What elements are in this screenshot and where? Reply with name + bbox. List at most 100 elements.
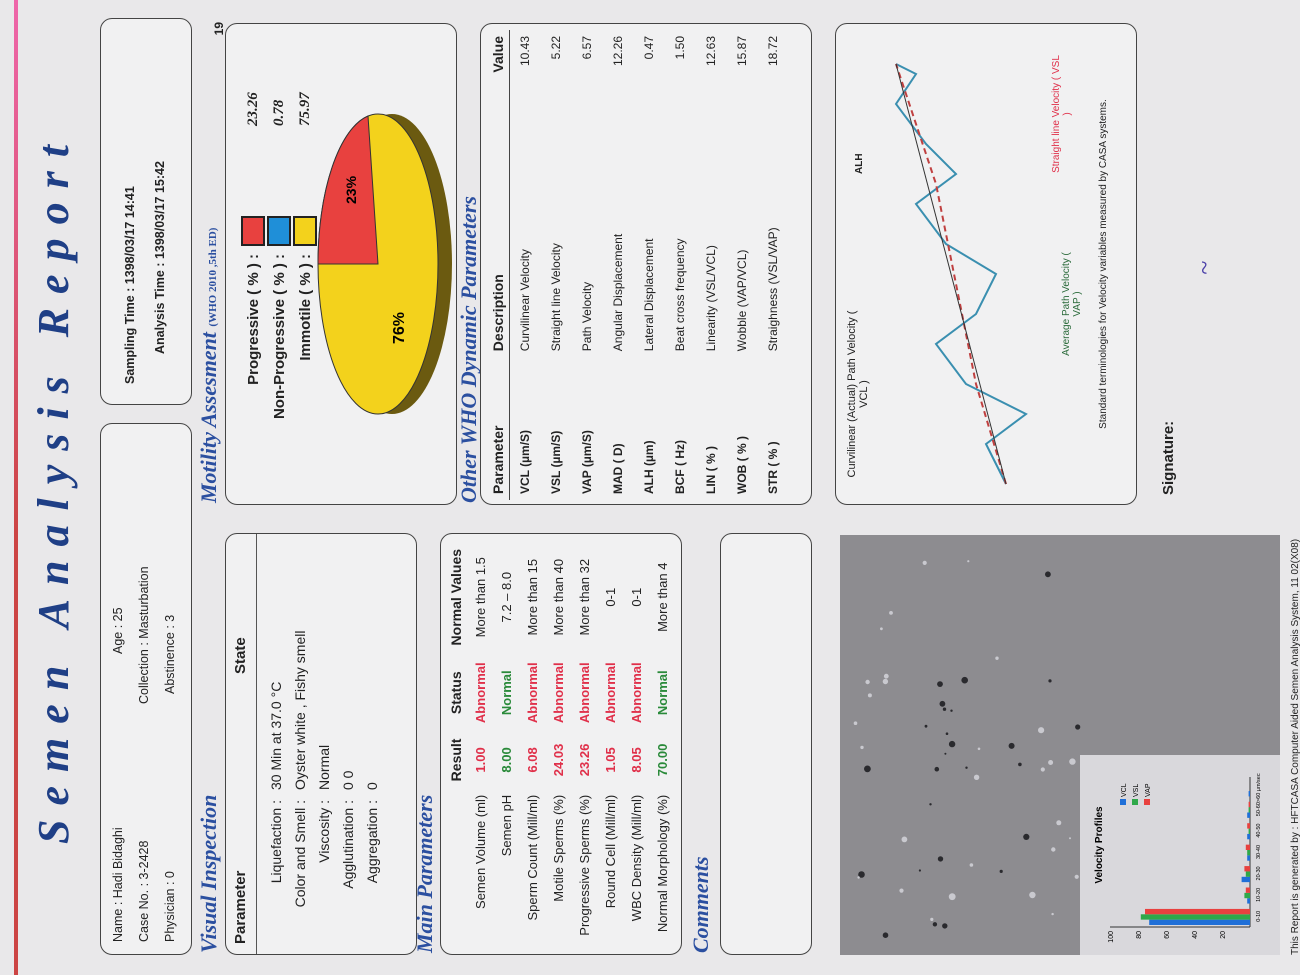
dynamic-row: ALH (µm) Lateral Displacement 0.47 <box>634 30 665 500</box>
sampling-time: Sampling Time : 1398/03/17 14:41 <box>123 186 137 384</box>
sperm-dot <box>889 610 893 615</box>
sperm-dot <box>999 869 1003 873</box>
motility-title-text: Motility Assesment <box>196 332 221 503</box>
sperm-dot <box>865 679 870 685</box>
dynamic-table: Parameter Description Value VCL (µm/S) Curvi… <box>487 30 789 500</box>
vcl-label: Curvilinear (Actual) Path Velocity ( VCL… <box>846 310 870 478</box>
sperm-dot <box>942 707 947 711</box>
bar-vcl <box>1247 898 1250 904</box>
abstinence: Abstinence : 3 <box>163 614 177 694</box>
sperm-dot <box>932 922 938 927</box>
visual-row: Liquefaction : 30 Min at 37.0 °C <box>264 625 288 954</box>
y-tick-label: 100 <box>1108 931 1115 943</box>
visual-row-label: Liquefaction : <box>268 800 284 884</box>
bar-vcl <box>1247 833 1250 840</box>
sperm-dot <box>918 869 922 872</box>
main-row-name: Progressive Sperms (%) <box>576 794 592 936</box>
vsl-line <box>895 63 1007 485</box>
main-row-normal: More than 4 <box>654 562 670 632</box>
main-row-name: Semen Volume (ml) <box>472 794 488 909</box>
sperm-dot <box>901 836 908 843</box>
main-row-name: Sperm Count (Mill/ml) <box>524 794 540 921</box>
dynamic-row-desc: Linearity (VSL/VCL) <box>704 245 718 352</box>
dynamic-row-param: VCL (µm/S) <box>518 429 533 494</box>
dynamic-box: Parameter Description Value VCL (µm/S) Curvi… <box>480 23 812 505</box>
sperm-dot <box>948 740 956 748</box>
sperm-dot <box>965 766 968 769</box>
sperm-dot <box>995 656 999 660</box>
sperm-dot <box>942 923 948 929</box>
sperm-dot <box>1069 758 1076 765</box>
visual-row-label: Agglutination : <box>340 800 356 889</box>
sperm-dot <box>929 803 932 806</box>
bar-vsl <box>1140 914 1250 920</box>
main-row-result: 8.05 <box>628 747 644 773</box>
vap-label: Average Path Velocity ( VAP ) <box>1061 252 1083 356</box>
sperm-dot <box>1051 912 1054 916</box>
main-header-cell: Status <box>448 671 464 715</box>
velocity-path-diagram <box>894 63 1028 485</box>
visual-row-label: Viscosity : <box>316 800 332 863</box>
motility-value: 75.97 <box>296 92 313 126</box>
main-row-result: 6.08 <box>524 747 540 773</box>
dynamic-header-cell: Description <box>490 274 506 352</box>
x-tick-label: 20-30 <box>1256 866 1262 880</box>
main-row: Motile Sperms (%) 24.03 Abnormal More than … <box>545 540 571 950</box>
dynamic-row: VCL (µm/S) Curvilinear Velocity 10.43 <box>510 30 541 500</box>
analysis-time: Analysis Time : 1398/03/17 15:42 <box>153 161 167 354</box>
sperm-dot <box>880 627 883 631</box>
main-row-status: Abnormal <box>628 662 644 724</box>
comments-title: Comments <box>688 856 713 953</box>
dynamic-row-param: BCF ( Hz) <box>673 440 687 494</box>
main-row-name: Normal Morphology (%) <box>654 794 670 933</box>
main-row-status: Abnormal <box>472 662 488 724</box>
legend-label: VAP <box>1145 783 1152 797</box>
main-header-cell: Normal Values <box>448 548 464 646</box>
bar-vap <box>1247 823 1250 829</box>
main-row-result: 1.05 <box>602 747 618 773</box>
sperm-dot <box>882 678 889 685</box>
report-title: Semen Analysis Report <box>29 131 78 844</box>
main-parameters-box: Result Status Normal Values Semen Volume (m… <box>440 533 682 955</box>
patient-info-box: Name : Hadi Bidaghi Case No. : 3-2428 Ph… <box>100 423 192 955</box>
visual-row-value: 30 Min at 37.0 °C <box>268 681 284 790</box>
sperm-dots <box>853 560 1081 938</box>
collection-method: Collection : Masturbation <box>137 566 151 704</box>
dynamic-row: BCF ( Hz) Beat cross frequency 1.50 <box>665 30 696 500</box>
sperm-dot <box>882 932 889 938</box>
main-header-row: Result Status Normal Values <box>445 540 467 950</box>
visual-row-label: Color and Smell : <box>292 800 308 908</box>
sperm-dot <box>883 673 889 679</box>
main-row: Sperm Count (Mill/ml) 6.08 Abnormal More th… <box>519 540 545 950</box>
y-tick-label: 40 <box>1192 931 1199 939</box>
dynamic-row-desc: Straighness (VSL/VAP) <box>766 227 780 352</box>
dynamic-row-desc: Path Velocity <box>580 281 594 352</box>
sperm-dot <box>945 732 949 735</box>
dynamic-row-param: VAP (µm/S) <box>580 430 594 494</box>
alh-label: ALH <box>854 153 865 174</box>
motility-swatch <box>267 216 291 246</box>
motility-label: Non-Progressive ( % ) : <box>270 254 288 420</box>
sperm-dot <box>1023 833 1030 840</box>
dynamic-row-param: VSL (µm/S) <box>549 430 563 494</box>
main-row-status: Normal <box>498 670 514 716</box>
x-tick-label: 0-10 <box>1256 911 1262 922</box>
main-row: Semen pH 8.00 Normal 7.2 – 8.0 <box>493 540 519 950</box>
sperm-dot <box>944 752 947 755</box>
dynamic-row: STR ( % ) Straighness (VSL/VAP) 18.72 <box>758 30 789 500</box>
visual-row-value: 0 0 <box>340 770 356 790</box>
dynamic-row-desc: Curvilinear Velocity <box>518 249 533 352</box>
dynamic-row-value: 12.26 <box>611 36 625 67</box>
visual-header: Parameter State <box>226 534 257 954</box>
motility-box: Progressive ( % ) : 23.26 Non-Progressive … <box>212 22 457 505</box>
velocity-chart: 100 80 60 40 20 0-10 10-20 20-30 30-40 40-50 50-60… <box>1094 773 1262 943</box>
sperm-dot <box>1051 847 1056 852</box>
main-header-cell <box>445 789 467 950</box>
main-row-name: Motile Sperms (%) <box>550 794 566 902</box>
sperm-dot <box>1040 767 1045 772</box>
dynamic-row: MAD ( D) Angular Displacement 12.26 <box>603 30 634 500</box>
dynamic-row: VAP (µm/S) Path Velocity 6.57 <box>572 30 603 500</box>
bar-vsl <box>1247 849 1250 856</box>
dynamic-header-row: Parameter Description Value <box>487 30 510 500</box>
sperm-dot <box>939 700 946 707</box>
